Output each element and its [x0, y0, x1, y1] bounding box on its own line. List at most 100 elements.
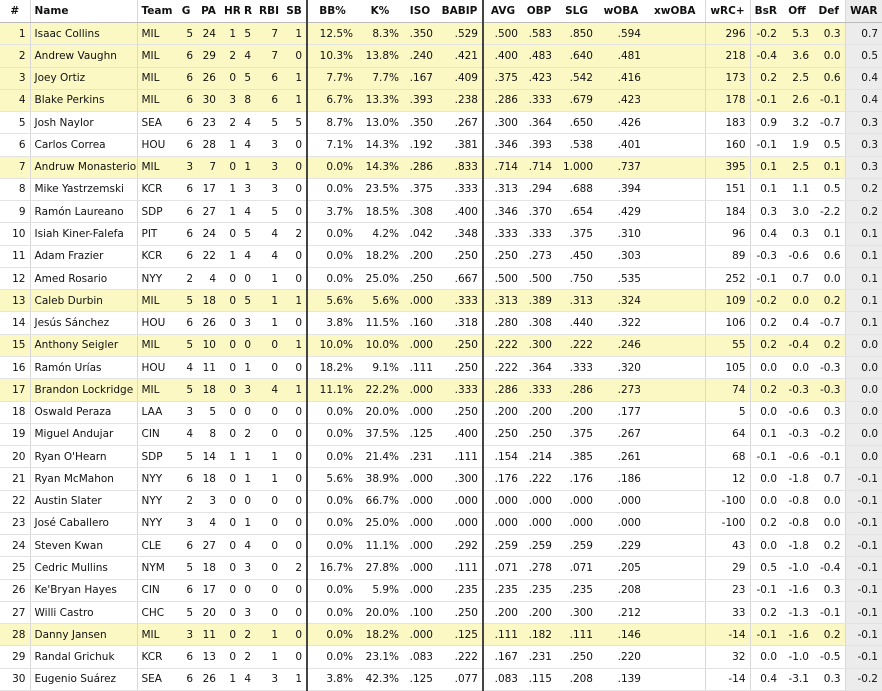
column-header[interactable]: PA	[197, 0, 220, 23]
team[interactable]: CIN	[136, 423, 175, 447]
player-name[interactable]: Andruw Monasterio	[29, 156, 137, 179]
stat-cell: -14	[704, 623, 750, 647]
player-name[interactable]: José Caballero	[29, 512, 137, 536]
column-header[interactable]: AVG	[482, 0, 522, 23]
player-name[interactable]: Oswald Peraza	[29, 401, 137, 424]
column-header[interactable]: BABIP	[437, 0, 483, 23]
team[interactable]: MIL	[136, 67, 175, 90]
team[interactable]: NYM	[136, 556, 175, 580]
column-header[interactable]: RBI	[255, 0, 282, 23]
team[interactable]: MIL	[136, 623, 175, 647]
column-header[interactable]: wRC+	[704, 0, 750, 23]
player-name[interactable]: Danny Jansen	[29, 623, 137, 647]
player-name[interactable]: Mike Yastrzemski	[29, 178, 137, 202]
player-name[interactable]: Adam Frazier	[29, 245, 137, 268]
player-name[interactable]: Cedric Mullins	[29, 556, 137, 580]
column-header[interactable]: K%	[357, 0, 403, 23]
team[interactable]: MIL	[136, 22, 175, 46]
team[interactable]: KCR	[136, 245, 175, 268]
column-header[interactable]: Team	[136, 0, 175, 23]
column-header[interactable]: OBP	[522, 0, 556, 23]
stat-cell: 26	[0, 579, 30, 602]
team[interactable]: MIL	[136, 334, 175, 357]
team[interactable]: KCR	[136, 178, 175, 202]
player-name[interactable]: Austin Slater	[29, 490, 137, 513]
column-header[interactable]: SLG	[556, 0, 597, 23]
player-name[interactable]: Carlos Correa	[29, 133, 137, 157]
column-header[interactable]: xwOBA	[645, 0, 705, 23]
player-name[interactable]: Isaac Collins	[29, 22, 137, 46]
team[interactable]: HOU	[136, 311, 175, 335]
team[interactable]: MIL	[136, 156, 175, 179]
column-header[interactable]: ISO	[403, 0, 437, 23]
player-name[interactable]: Randal Grichuk	[29, 645, 137, 669]
team[interactable]: HOU	[136, 356, 175, 380]
player-name[interactable]: Steven Kwan	[29, 534, 137, 558]
team[interactable]: NYY	[136, 467, 175, 491]
team[interactable]: SEA	[136, 668, 175, 691]
team[interactable]: MIL	[136, 378, 175, 402]
player-name[interactable]: Ke'Bryan Hayes	[29, 579, 137, 602]
team[interactable]: NYY	[136, 490, 175, 513]
stat-cell: .310	[597, 222, 645, 246]
column-header[interactable]: BsR	[749, 0, 781, 23]
team[interactable]: SDP	[136, 200, 175, 224]
player-name[interactable]: Brandon Lockridge	[29, 378, 137, 402]
player-name[interactable]: Josh Naylor	[29, 111, 137, 135]
column-header[interactable]: BB%	[306, 0, 357, 23]
stat-cell: .222	[482, 356, 522, 380]
player-name[interactable]: Amed Rosario	[29, 267, 137, 291]
column-header[interactable]: R	[240, 0, 255, 23]
team[interactable]: CLE	[136, 534, 175, 558]
stat-cell: .200	[482, 601, 522, 625]
team[interactable]: MIL	[136, 44, 175, 68]
column-header[interactable]: Def	[813, 0, 845, 23]
stat-cell: 6	[0, 133, 30, 157]
stat-cell: 8.7%	[306, 111, 357, 135]
team[interactable]: MIL	[136, 89, 175, 113]
player-name[interactable]: Miguel Andujar	[29, 423, 137, 447]
column-header[interactable]: SB	[282, 0, 307, 23]
team[interactable]: PIT	[136, 222, 175, 246]
player-name[interactable]: Ryan O'Hearn	[29, 445, 137, 469]
player-name[interactable]: Caleb Durbin	[29, 289, 137, 313]
team[interactable]: CHC	[136, 601, 175, 625]
team[interactable]: NYY	[136, 512, 175, 536]
team[interactable]: SEA	[136, 111, 175, 135]
stat-cell: .111	[482, 623, 522, 647]
team[interactable]: CIN	[136, 579, 175, 602]
column-header[interactable]: WAR	[844, 0, 882, 23]
player-name[interactable]: Blake Perkins	[29, 89, 137, 113]
player-name[interactable]: Eugenio Suárez	[29, 668, 137, 691]
stat-cell: 2	[175, 267, 197, 291]
column-header[interactable]: Off	[781, 0, 813, 23]
column-header[interactable]: #	[0, 0, 30, 23]
team[interactable]: NYY	[136, 267, 175, 291]
team[interactable]: MIL	[136, 289, 175, 313]
column-header[interactable]: G	[175, 0, 197, 23]
player-name[interactable]: Willi Castro	[29, 601, 137, 625]
stat-cell: .267	[437, 111, 483, 135]
player-name[interactable]: Andrew Vaughn	[29, 44, 137, 68]
stat-cell: 17	[197, 579, 220, 602]
column-header[interactable]: HR	[220, 0, 240, 23]
team[interactable]: KCR	[136, 645, 175, 669]
player-name[interactable]: Ryan McMahon	[29, 467, 137, 491]
stat-cell: 6	[175, 111, 197, 135]
player-name[interactable]: Anthony Seigler	[29, 334, 137, 357]
player-name[interactable]: Joey Ortiz	[29, 67, 137, 90]
player-row: 6 Carlos Correa HOU 6 28 1 4 3 0 7.1% 14.3% .192.38…	[0, 133, 882, 157]
player-name[interactable]: Jesús Sánchez	[29, 311, 137, 335]
stat-cell: 18.2%	[306, 356, 357, 380]
stat-cell: 25	[0, 556, 30, 580]
player-name[interactable]: Isiah Kiner-Falefa	[29, 222, 137, 246]
column-header[interactable]: Name	[29, 0, 137, 23]
player-name[interactable]: Ramón Laureano	[29, 200, 137, 224]
team[interactable]: LAA	[136, 401, 175, 424]
team[interactable]: SDP	[136, 445, 175, 469]
player-row: 9 Ramón Laureano SDP 6 27 1 4 5 0 3.7% 18.5% .308.4…	[0, 200, 882, 224]
team[interactable]: HOU	[136, 133, 175, 157]
player-name[interactable]: Ramón Urías	[29, 356, 137, 380]
column-header[interactable]: wOBA	[597, 0, 645, 23]
stat-cell: 20	[197, 601, 220, 625]
